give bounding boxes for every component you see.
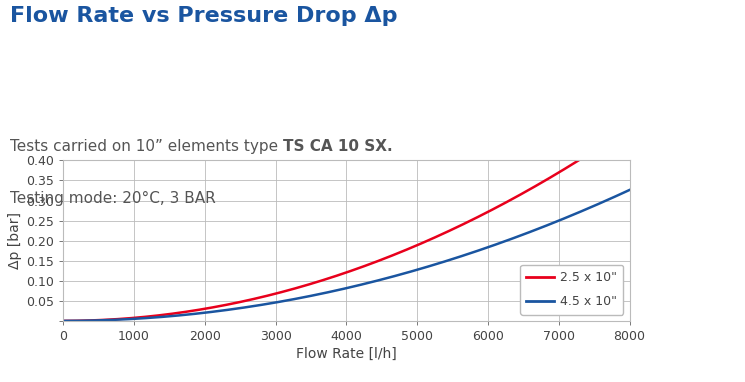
- Text: Tests carried on 10” elements type: Tests carried on 10” elements type: [10, 139, 282, 154]
- X-axis label: Flow Rate [l/h]: Flow Rate [l/h]: [296, 347, 397, 361]
- Text: TS CA 10 SX.: TS CA 10 SX.: [282, 139, 393, 154]
- Text: Flow Rate vs Pressure Drop Δp: Flow Rate vs Pressure Drop Δp: [10, 6, 397, 26]
- Y-axis label: Δp [bar]: Δp [bar]: [8, 212, 22, 269]
- Text: Testing mode: 20°C, 3 BAR: Testing mode: 20°C, 3 BAR: [10, 191, 215, 206]
- Legend: 2.5 x 10", 4.5 x 10": 2.5 x 10", 4.5 x 10": [520, 265, 624, 315]
